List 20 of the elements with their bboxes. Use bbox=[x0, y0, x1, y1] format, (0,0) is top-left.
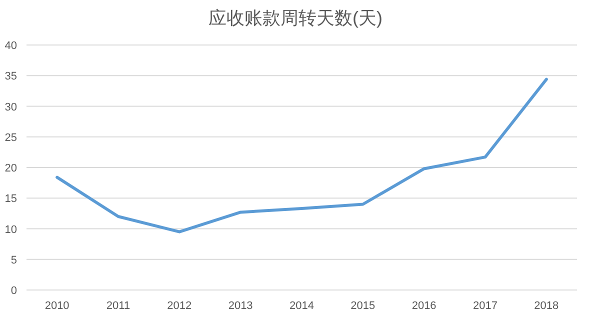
x-tick-label: 2014 bbox=[290, 300, 314, 312]
y-tick-label: 10 bbox=[4, 224, 17, 236]
y-tick-label: 35 bbox=[4, 70, 17, 83]
x-tick-label: 2010 bbox=[44, 300, 70, 312]
y-tick-label: 15 bbox=[4, 193, 17, 206]
x-tick-label: 2015 bbox=[350, 300, 376, 312]
y-tick-label: 30 bbox=[4, 101, 17, 114]
x-tick-label: 2018 bbox=[534, 300, 559, 312]
x-tick-label: 2017 bbox=[473, 300, 498, 312]
y-tick-label: 20 bbox=[4, 162, 17, 174]
line-series bbox=[56, 78, 548, 234]
x-tick-label: 2013 bbox=[228, 300, 253, 312]
y-tick-label: 0 bbox=[10, 285, 17, 297]
y-tick-label: 40 bbox=[4, 40, 17, 52]
x-tick-label: 2011 bbox=[106, 300, 130, 312]
chart-title: 应收账款周转天数(天) bbox=[208, 8, 382, 28]
x-tick-label: 2016 bbox=[412, 300, 436, 312]
y-tick-label: 25 bbox=[4, 132, 17, 144]
x-tick-label: 2012 bbox=[167, 300, 192, 312]
y-tick-label: 5 bbox=[10, 254, 17, 266]
